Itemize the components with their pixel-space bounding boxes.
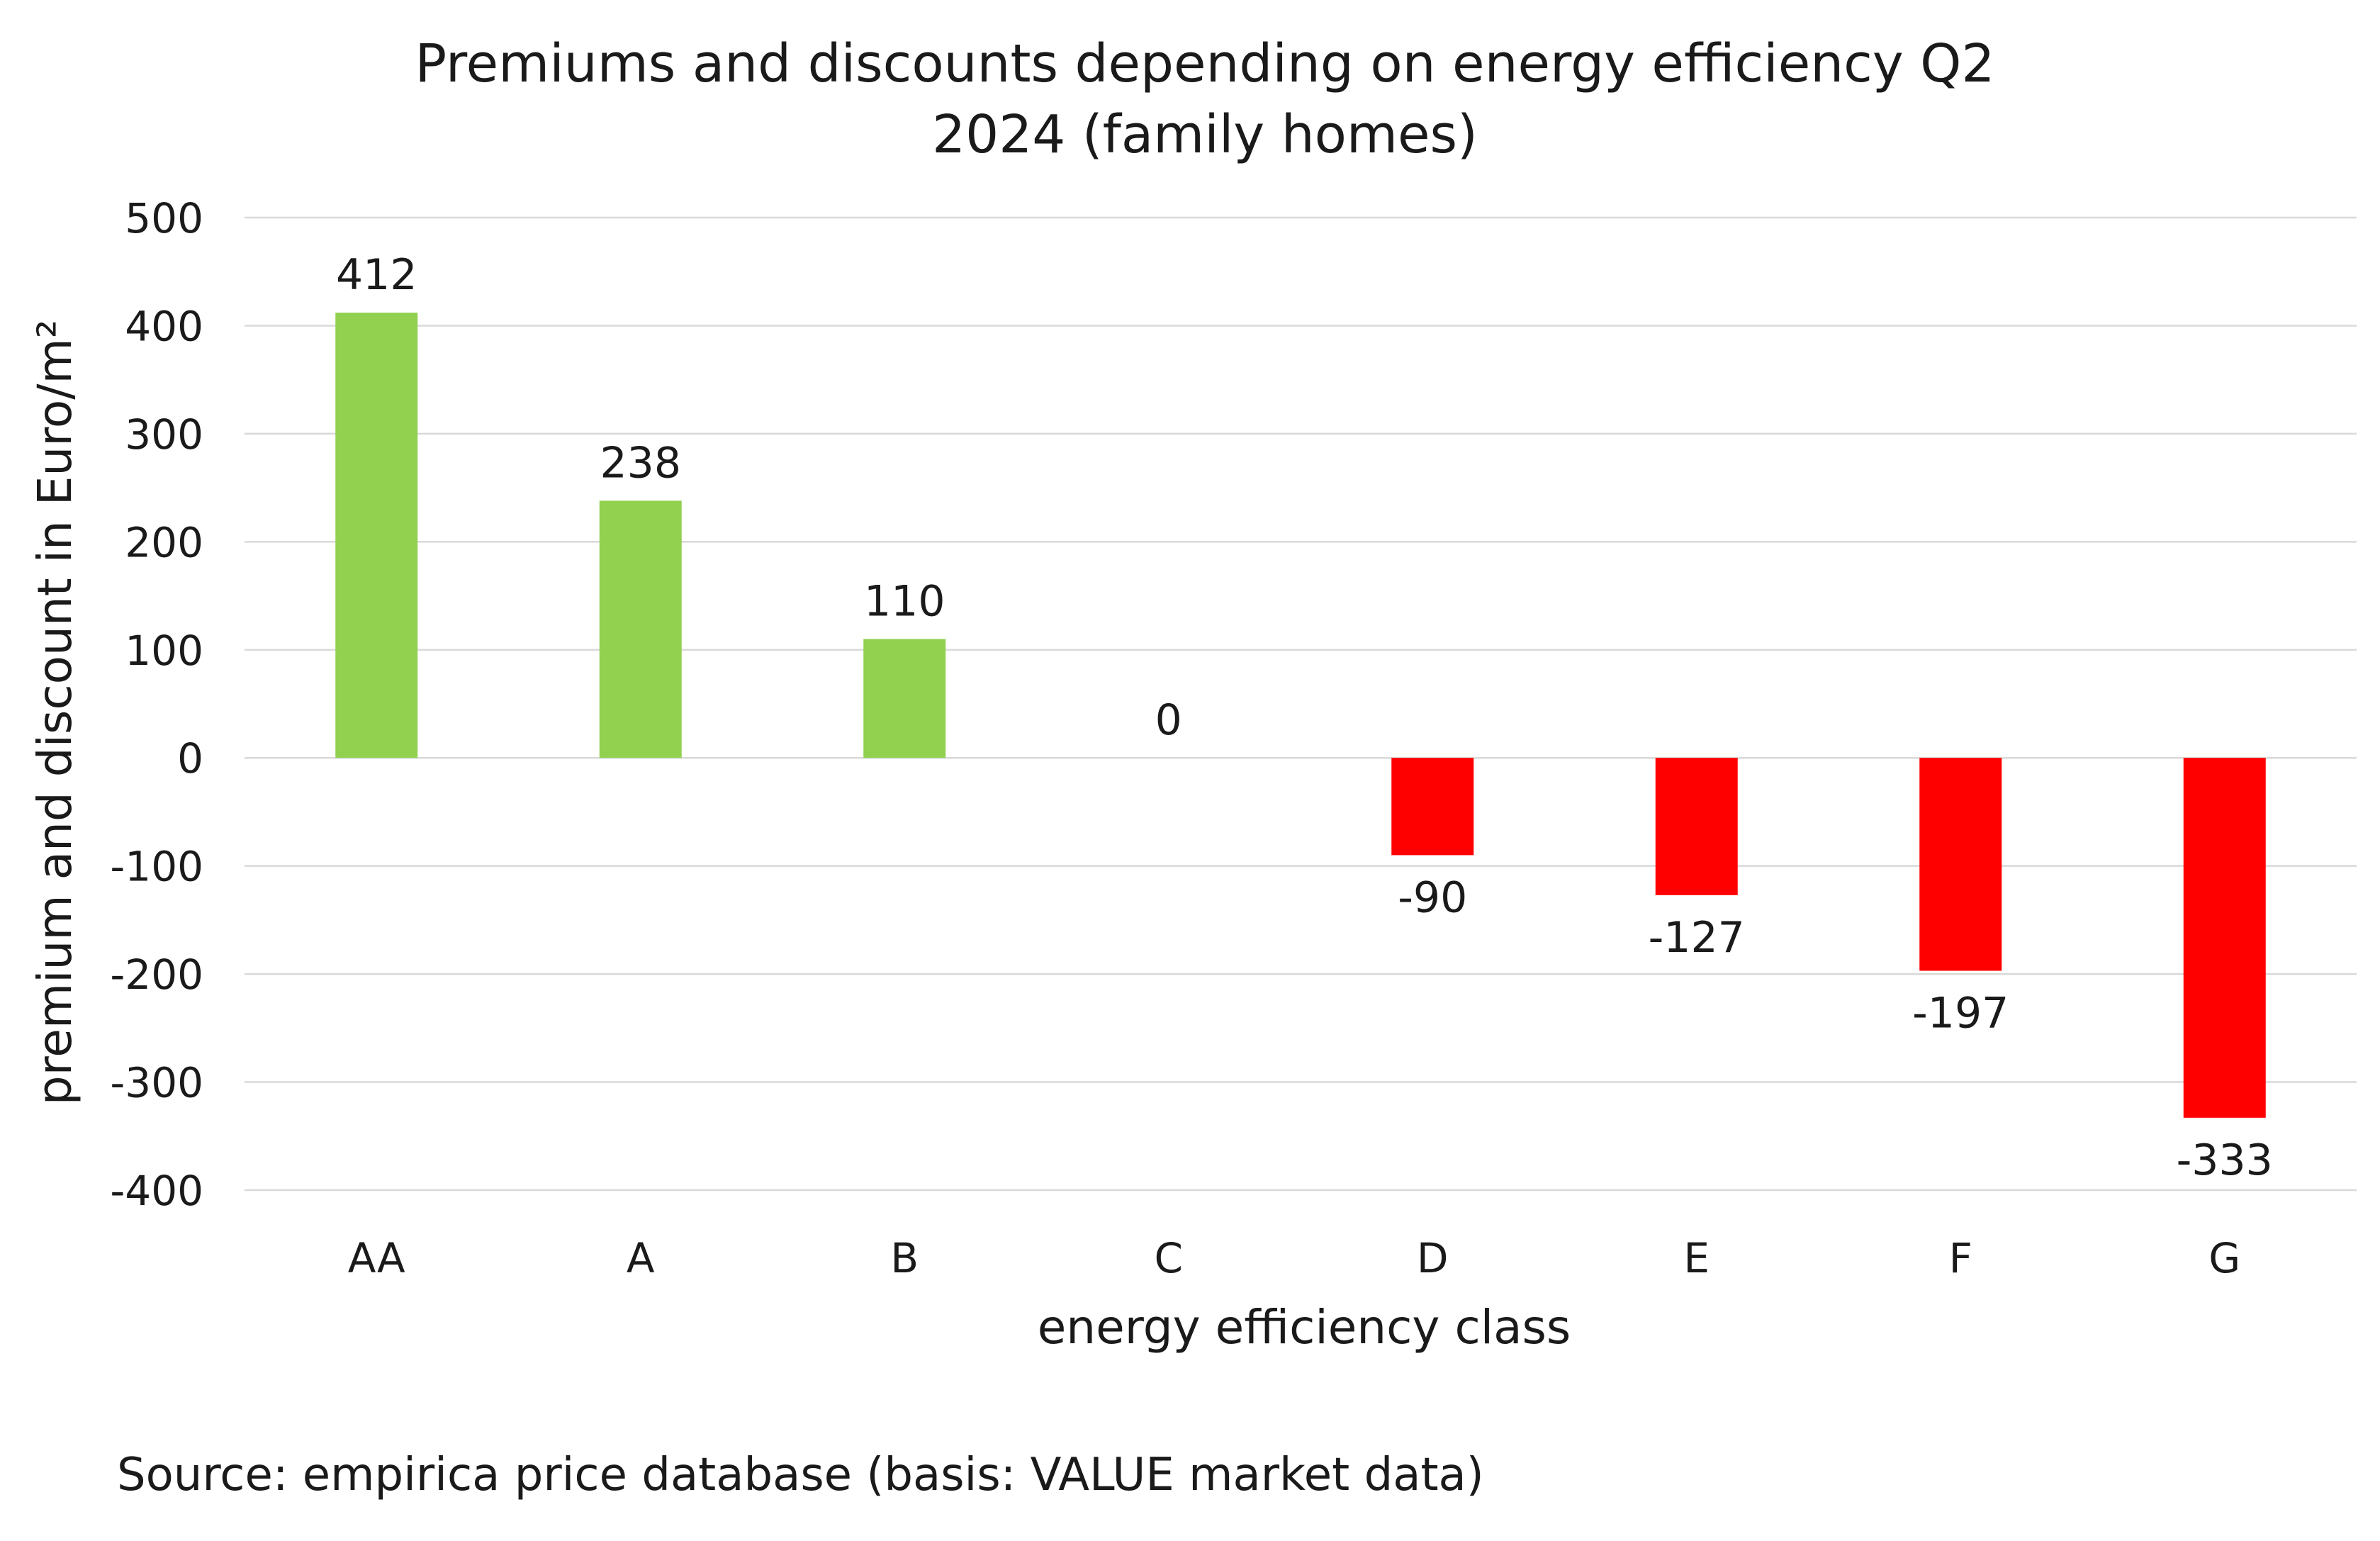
x-tick-label: AA — [348, 1234, 405, 1282]
bar — [1391, 758, 1474, 856]
y-tick-label: -300 — [110, 1059, 203, 1107]
y-axis-label: premium and discount in Euro/m² — [28, 320, 82, 1106]
data-label: -127 — [1649, 913, 1745, 963]
y-tick-label: 400 — [125, 302, 203, 350]
x-tick-label: E — [1683, 1234, 1710, 1282]
x-tick-label: B — [890, 1234, 919, 1282]
y-tick-label: 300 — [125, 410, 203, 459]
chart-title-line-1: Premiums and discounts depending on ener… — [415, 33, 1995, 94]
x-tick-label: D — [1417, 1234, 1449, 1282]
data-labels: 412 238 110 0 -90 -127 -197 -333 — [336, 250, 2273, 1185]
data-label: -90 — [1398, 873, 1467, 922]
x-axis-tick-labels: AA A B C D E F G — [348, 1234, 2240, 1282]
y-tick-label: -400 — [110, 1167, 203, 1215]
bar — [863, 639, 946, 758]
data-label: 0 — [1155, 695, 1182, 745]
chart-title-line-2: 2024 (family homes) — [932, 104, 1478, 165]
data-label: 238 — [600, 438, 681, 488]
bar — [2183, 758, 2266, 1118]
y-axis-tick-labels: 500 400 300 200 100 0 -100 -200 -300 -400 — [110, 194, 203, 1215]
y-tick-label: 100 — [125, 627, 203, 675]
x-tick-label: A — [627, 1234, 655, 1282]
data-label: -333 — [2177, 1136, 2273, 1185]
y-tick-label: 500 — [125, 194, 203, 242]
bars — [335, 313, 2266, 1118]
data-label: 110 — [864, 577, 945, 627]
x-tick-label: C — [1155, 1234, 1184, 1282]
gridlines — [245, 216, 2357, 1192]
x-axis-label: energy efficiency class — [1038, 1300, 1571, 1355]
data-label: -197 — [1912, 989, 2009, 1038]
data-label: 412 — [336, 250, 417, 300]
x-tick-label: G — [2208, 1234, 2240, 1282]
y-tick-label: 200 — [125, 518, 203, 566]
y-tick-label: -200 — [110, 951, 203, 999]
bar — [599, 500, 682, 758]
x-tick-label: F — [1949, 1234, 1972, 1282]
chart-title: Premiums and discounts depending on ener… — [415, 33, 1995, 165]
bar — [335, 313, 418, 758]
y-tick-label: 0 — [177, 734, 203, 783]
bar — [1655, 758, 1738, 895]
source-note: Source: empirica price database (basis: … — [117, 1449, 1484, 1501]
y-tick-label: -100 — [110, 843, 203, 891]
bar — [1919, 758, 2002, 971]
